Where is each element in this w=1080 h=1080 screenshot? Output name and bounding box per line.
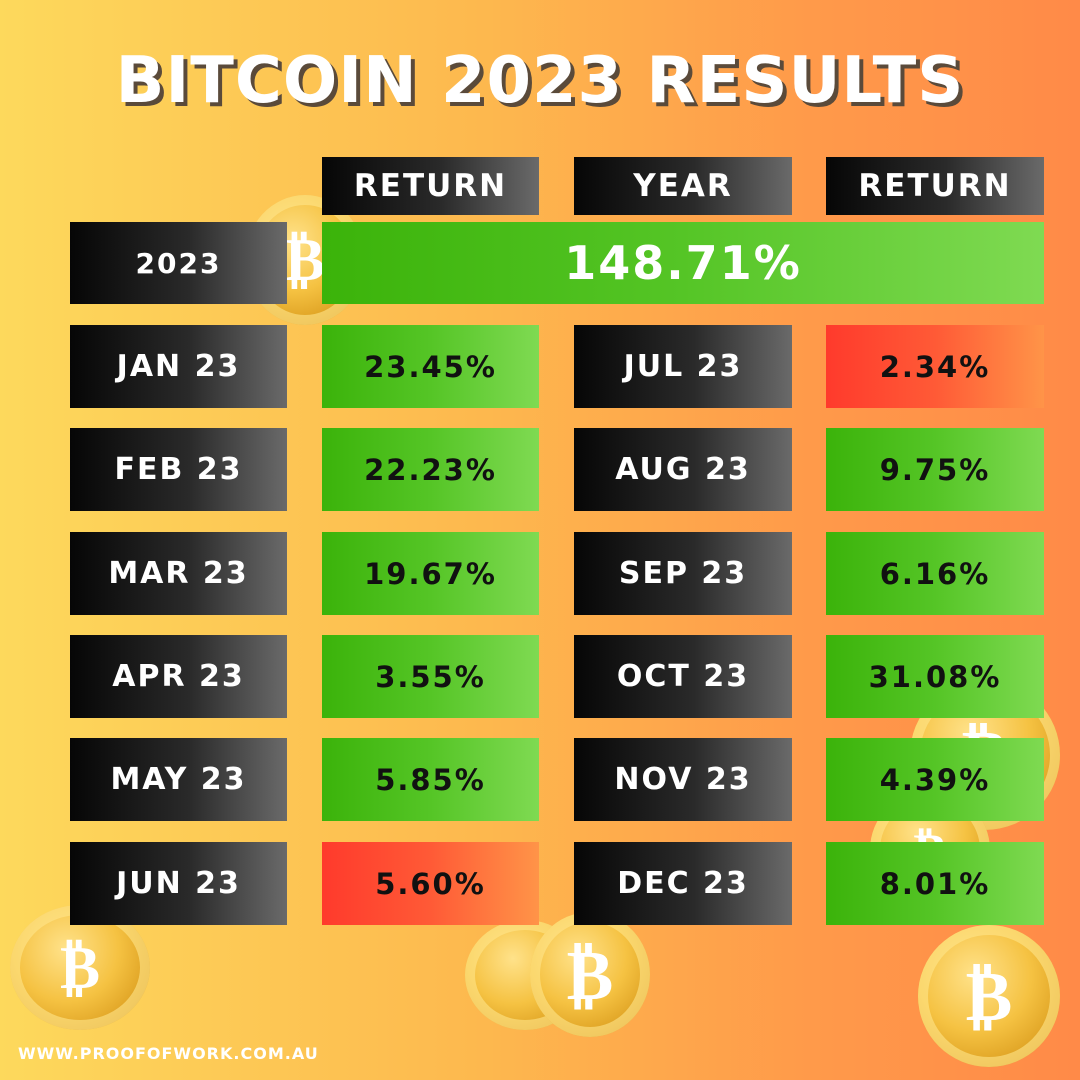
month-return: 9.75% [826, 428, 1044, 511]
column-header: RETURN [826, 157, 1044, 215]
column-header: RETURN [322, 157, 539, 215]
coin-icon: ₿ [918, 925, 1060, 1067]
year-return: 148.71% [322, 222, 1044, 304]
month-label: JUL 23 [574, 325, 792, 408]
month-label: JAN 23 [70, 325, 287, 408]
month-label: APR 23 [70, 635, 287, 718]
coin-icon: ₿ [10, 905, 150, 1030]
month-return: 19.67% [322, 532, 539, 615]
month-return: 31.08% [826, 635, 1044, 718]
month-return: 8.01% [826, 842, 1044, 925]
month-label: JUN 23 [70, 842, 287, 925]
month-label: FEB 23 [70, 428, 287, 511]
column-header: YEAR [574, 157, 792, 215]
month-return: 23.45% [322, 325, 539, 408]
month-label: NOV 23 [574, 738, 792, 821]
coin-icon: ₿ [530, 912, 650, 1037]
month-return: 6.16% [826, 532, 1044, 615]
month-label: SEP 23 [574, 532, 792, 615]
month-label: OCT 23 [574, 635, 792, 718]
month-return: 22.23% [322, 428, 539, 511]
month-return: 2.34% [826, 325, 1044, 408]
website-url: WWW.PROOFOFWORK.COM.AU [18, 1044, 319, 1063]
month-return: 5.60% [322, 842, 539, 925]
month-label: DEC 23 [574, 842, 792, 925]
month-return: 3.55% [322, 635, 539, 718]
month-return: 4.39% [826, 738, 1044, 821]
month-return: 5.85% [322, 738, 539, 821]
month-label: AUG 23 [574, 428, 792, 511]
month-label: MAR 23 [70, 532, 287, 615]
year-label: 2023 [70, 222, 287, 304]
month-label: MAY 23 [70, 738, 287, 821]
title: BITCOIN 2023 RESULTS [115, 44, 965, 118]
